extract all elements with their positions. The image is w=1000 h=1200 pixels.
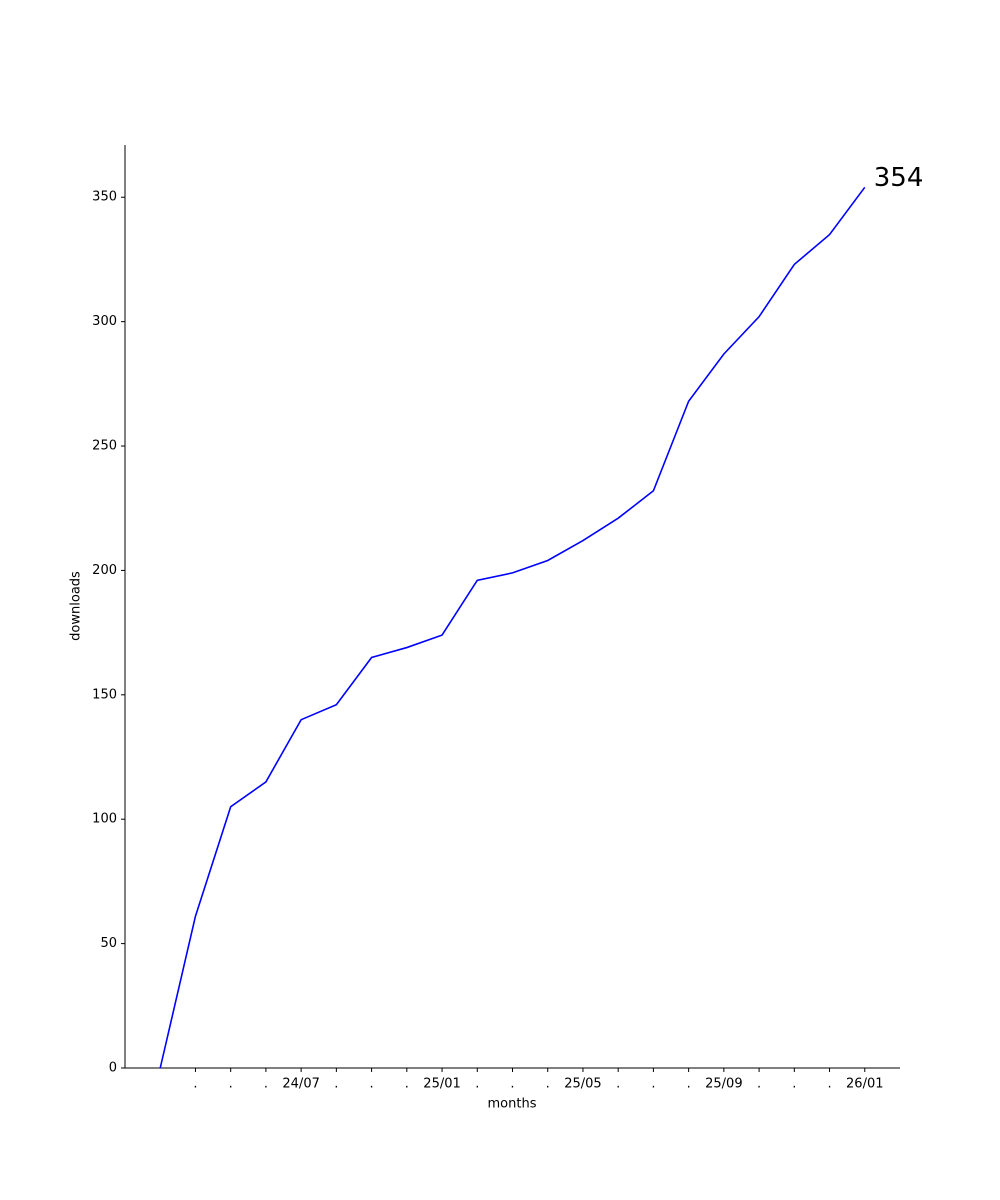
- y-tick-label: 200: [92, 563, 117, 578]
- y-tick-label: 50: [100, 936, 117, 951]
- x-tick-label: .: [475, 1077, 479, 1092]
- y-tick-label: 250: [92, 439, 117, 454]
- x-tick-label: .: [334, 1077, 338, 1092]
- line: [159, 186, 866, 1069]
- x-tick-label: .: [370, 1077, 374, 1092]
- y-tick-label: 150: [92, 687, 117, 702]
- x-tick-label: .: [687, 1077, 691, 1092]
- x-tick-label: .: [229, 1077, 233, 1092]
- x-tick-label: .: [792, 1077, 796, 1092]
- x-tick-label: .: [827, 1077, 831, 1092]
- y-tick-label: 350: [92, 190, 117, 205]
- x-tick-label: .: [651, 1077, 655, 1092]
- x-tick-label: .: [616, 1077, 620, 1092]
- x-tick-label: .: [193, 1077, 197, 1092]
- x-tick-label: 25/09: [705, 1077, 742, 1092]
- x-tick-label: .: [546, 1077, 550, 1092]
- x-tick-label: 26/01: [846, 1077, 883, 1092]
- x-tick-label: .: [510, 1077, 514, 1092]
- y-tick-label: 300: [92, 314, 117, 329]
- x-tick-label: 25/05: [564, 1077, 601, 1092]
- x-tick-label: 25/01: [423, 1077, 460, 1092]
- x-tick-label: .: [757, 1077, 761, 1092]
- x-tick-label: 24/07: [282, 1077, 319, 1092]
- x-tick-label: .: [405, 1077, 409, 1092]
- y-axis-label: downloads: [69, 571, 84, 641]
- end-label: 354: [874, 163, 924, 193]
- y-tick-label: 0: [109, 1061, 117, 1076]
- y-tick-label: 100: [92, 812, 117, 827]
- x-axis-label: months: [488, 1097, 537, 1112]
- x-tick-label: .: [264, 1077, 268, 1092]
